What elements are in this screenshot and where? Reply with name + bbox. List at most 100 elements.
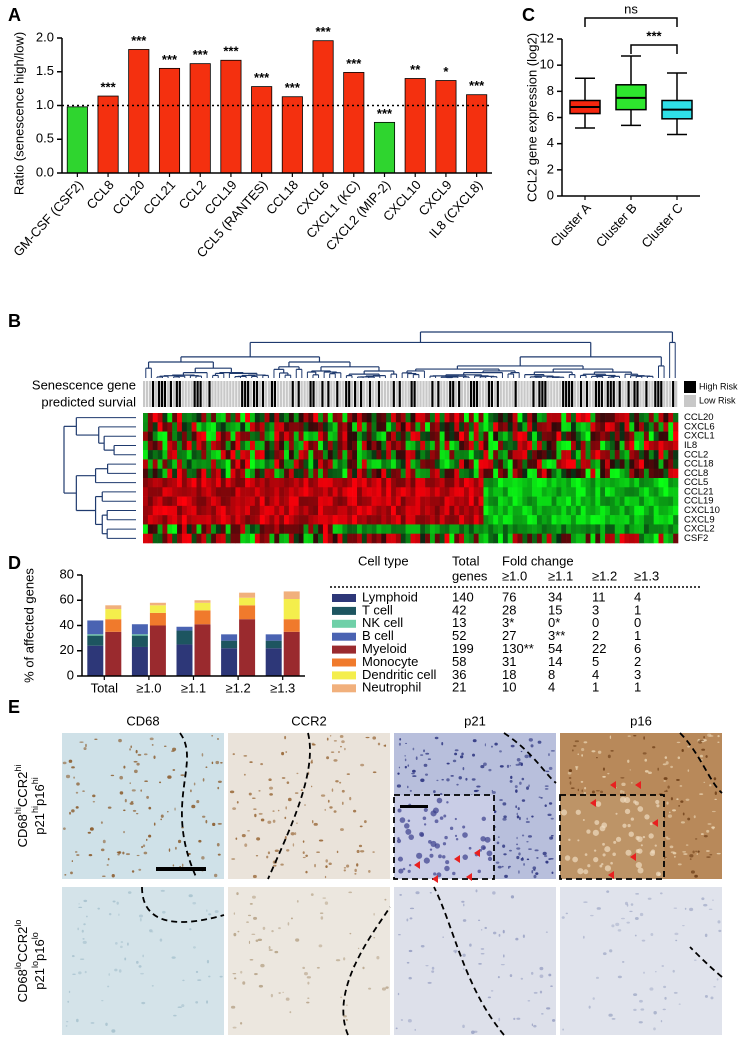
risk-cell [511, 381, 514, 407]
heatmap-cell [585, 524, 591, 535]
heatmap-cell [269, 478, 275, 488]
risk-cell [190, 381, 193, 407]
risk-cell [573, 381, 577, 407]
heatmap-cell [181, 496, 188, 507]
heatmap-cell [308, 496, 314, 507]
heatmap-cell [181, 450, 188, 460]
micrograph-texture [661, 965, 665, 967]
micrograph-texture [247, 914, 252, 917]
micrograph-texture [268, 949, 273, 951]
heatmap-cell [298, 431, 304, 442]
micrograph-texture [284, 836, 287, 840]
micrograph-texture [453, 949, 458, 953]
micrograph-texture [705, 755, 708, 758]
heatmap-cell [152, 524, 158, 535]
micrograph-texture [520, 750, 523, 753]
micrograph-texture [85, 743, 87, 748]
heatmap-cell [507, 505, 513, 516]
micrograph-texture [606, 890, 610, 893]
micrograph-texture [153, 822, 156, 826]
micrograph-texture [623, 790, 625, 794]
heatmap-cell [668, 431, 674, 442]
heatmap-cell [502, 505, 509, 516]
micrograph-texture [676, 741, 681, 744]
heatmap-cell [313, 468, 319, 479]
heatmap-cell [643, 413, 650, 423]
heatmap-cell [434, 413, 440, 423]
micrograph-texture [143, 753, 148, 756]
heatmap-cell [434, 487, 440, 497]
heatmap-cell [639, 440, 645, 451]
risk-cell [261, 381, 265, 407]
micrograph-texture [420, 754, 424, 756]
micrograph-texture [285, 806, 287, 810]
heatmap-cell [318, 515, 324, 525]
micrograph-texture [697, 850, 700, 853]
table-cell: 27 [502, 628, 516, 643]
micrograph-texture [397, 992, 400, 996]
inset-texture [439, 816, 444, 820]
heatmap-cell [488, 450, 494, 460]
heatmap-cell [254, 515, 261, 525]
heatmap-cell [444, 515, 450, 525]
heatmap-cell [507, 478, 513, 488]
heatmap-cell [327, 431, 333, 442]
micrograph-texture [76, 782, 80, 786]
heatmap-cell [439, 478, 445, 488]
heatmap-cell [512, 515, 518, 525]
heatmap-cell [395, 468, 402, 479]
heatmap-cell [546, 496, 552, 507]
heatmap-cell [352, 468, 358, 479]
micrograph-texture [531, 869, 534, 874]
heatmap-cell [546, 422, 552, 432]
inset-texture [593, 857, 599, 863]
heatmap-cell [600, 478, 606, 488]
heatmap-cell [400, 533, 406, 544]
heatmap-cell [449, 487, 455, 497]
micrograph-texture [364, 820, 367, 824]
micrograph-texture [442, 936, 444, 938]
micrograph-texture [476, 785, 481, 788]
inset-texture [625, 849, 632, 856]
heatmap-cell [614, 515, 620, 525]
micrograph-texture [580, 780, 584, 783]
heatmap-cell [342, 459, 348, 470]
heatmap-cell [371, 478, 377, 488]
micrograph-texture [123, 765, 126, 769]
heatmap-cell [488, 524, 494, 535]
heatmap-cell [196, 422, 202, 432]
micrograph-texture [404, 758, 407, 762]
micrograph-texture [302, 840, 305, 843]
bar [404, 78, 426, 174]
micrograph-texture [607, 754, 611, 759]
bar-segment [283, 631, 300, 676]
risk-cell [303, 381, 306, 407]
x-tick-label: ≥1.3 [270, 680, 295, 695]
heatmap-cell [561, 422, 567, 432]
micrograph-texture [359, 825, 363, 828]
heatmap-cell [614, 478, 620, 488]
row-label-part: p16 [32, 784, 47, 806]
inset-texture [572, 856, 578, 863]
heatmap-cell [206, 422, 212, 432]
micrograph-texture [307, 997, 310, 999]
risk-cell [202, 381, 205, 407]
heatmap-cell [546, 515, 552, 525]
micrograph-texture [331, 788, 334, 792]
heatmap-cell [507, 459, 513, 470]
micrograph-texture [149, 929, 153, 932]
heatmap-cell [391, 468, 397, 479]
heatmap-cell [361, 533, 368, 544]
table-header: ≥1.3 [634, 568, 659, 583]
heatmap-cell [668, 459, 674, 470]
heatmap-cell [522, 413, 528, 423]
risk-cell [434, 381, 437, 407]
micrograph-texture [112, 900, 116, 903]
heatmap-cell [162, 487, 168, 497]
micrograph-texture [670, 797, 673, 801]
heatmap-cell [259, 431, 265, 442]
heatmap-cell [391, 487, 397, 497]
heatmap-cell [546, 505, 552, 516]
heatmap-cell [400, 468, 406, 479]
micrograph-texture [649, 987, 654, 991]
